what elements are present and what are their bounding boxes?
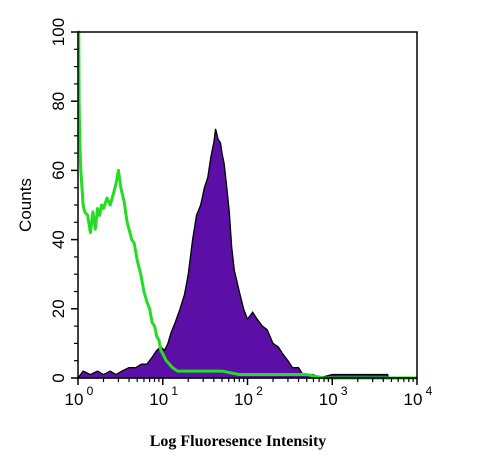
x-tick-label: 10 <box>149 390 168 409</box>
x-tick-label: 10 <box>319 390 338 409</box>
x-tick-exponent: 4 <box>426 384 433 398</box>
series-filled-histogram <box>76 128 390 379</box>
x-tick-exponent: 3 <box>341 384 348 398</box>
y-tick-label: 100 <box>49 18 68 46</box>
x-tick-label: 10 <box>234 390 253 409</box>
y-tick-label: 80 <box>49 92 68 111</box>
x-axis-title: Log Fluoresence Intensity <box>150 433 327 450</box>
x-tick-label: 10 <box>65 390 84 409</box>
x-tick-exponent: 2 <box>256 384 263 398</box>
series-line-histogram <box>77 30 417 380</box>
x-tick-label: 10 <box>404 390 423 409</box>
y-tick-label: 0 <box>49 373 68 382</box>
y-tick-label: 40 <box>49 230 68 249</box>
y-axis-title: Counts <box>16 178 35 232</box>
y-tick-label: 60 <box>49 161 68 180</box>
x-tick-exponent: 1 <box>171 384 178 398</box>
y-tick-label: 20 <box>49 299 68 318</box>
x-tick-exponent: 0 <box>87 384 94 398</box>
